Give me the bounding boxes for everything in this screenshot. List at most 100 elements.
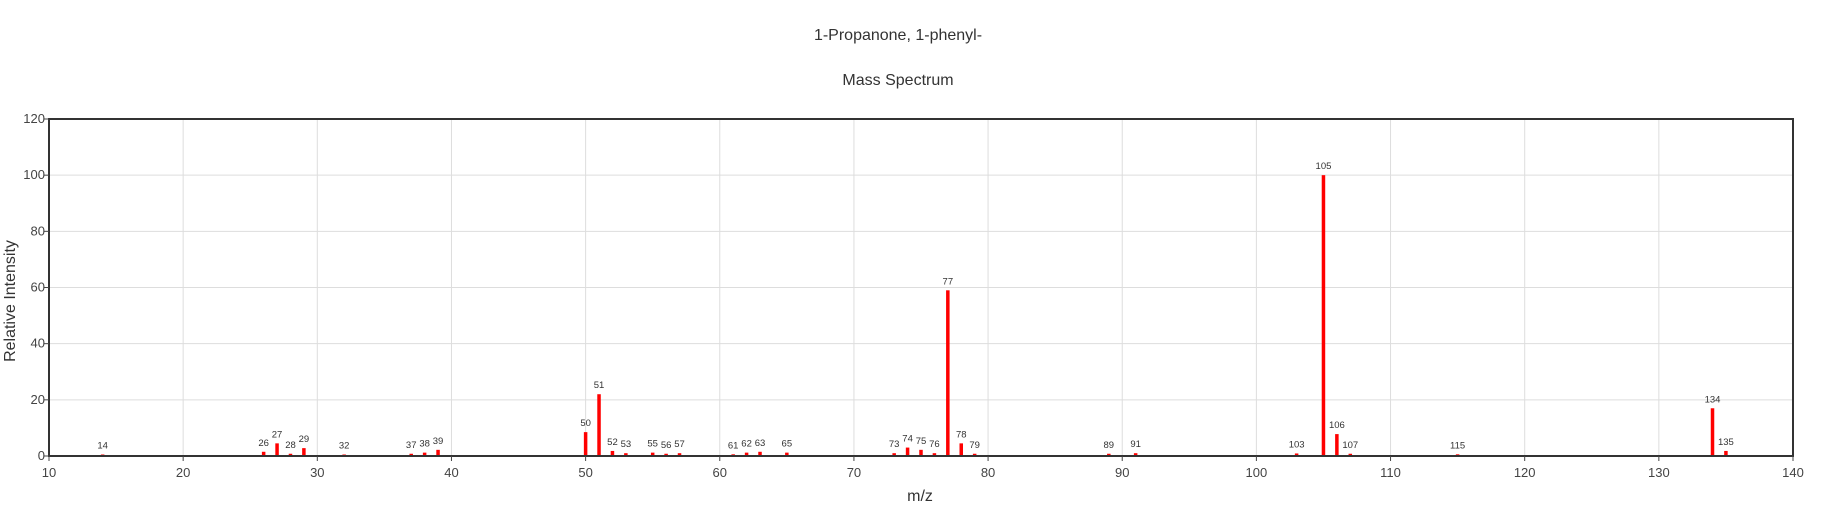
peak-label-mz-63: 63 — [755, 438, 766, 449]
peak-label-mz-26: 26 — [258, 438, 269, 449]
y-tick-label: 0 — [38, 448, 45, 463]
y-tick-label: 20 — [31, 392, 45, 407]
peak-bar-mz-39[interactable] — [436, 449, 440, 456]
peak-label-mz-29: 29 — [299, 434, 310, 445]
chart-subtitle: Mass Spectrum — [842, 72, 953, 89]
x-tick-label: 20 — [176, 465, 190, 480]
y-tick-label: 40 — [31, 336, 45, 351]
peak-label-mz-103: 103 — [1289, 439, 1305, 450]
peak-label-mz-27: 27 — [272, 429, 283, 440]
peak-bar-mz-75[interactable] — [919, 449, 923, 456]
x-tick-label: 100 — [1246, 465, 1268, 480]
x-axis-title: m/z — [907, 488, 933, 505]
y-tick-label: 80 — [31, 223, 45, 238]
y-axis: 0 20 40 60 80 100 120 — [23, 111, 49, 463]
peak-label-mz-73: 73 — [889, 439, 900, 450]
peak-bar-mz-77[interactable] — [946, 290, 950, 456]
x-tick-label: 90 — [1115, 465, 1129, 480]
peak-label-mz-76: 76 — [929, 439, 940, 450]
peak-label-mz-39: 39 — [433, 436, 444, 447]
x-tick-label: 110 — [1380, 465, 1401, 480]
x-tick-label: 60 — [713, 465, 727, 480]
peak-bar-mz-134[interactable] — [1710, 408, 1715, 456]
peak-bar-mz-55[interactable] — [650, 452, 655, 456]
x-tick-label: 70 — [847, 465, 861, 480]
peak-bar-mz-73[interactable] — [892, 453, 896, 456]
y-axis-title: Relative Intensity — [2, 240, 19, 362]
peak-label-mz-55: 55 — [647, 439, 658, 450]
peak-label-mz-135: 135 — [1718, 437, 1734, 448]
peak-label-mz-105: 105 — [1316, 161, 1332, 172]
x-tick-label: 120 — [1514, 465, 1536, 480]
peak-bar-mz-57[interactable] — [677, 453, 682, 456]
grid-layer — [48, 118, 1794, 457]
peaks-layer — [100, 175, 1728, 456]
peak-label-mz-134: 134 — [1705, 394, 1721, 405]
peak-bar-mz-28[interactable] — [288, 453, 293, 456]
peak-bar-mz-106[interactable] — [1335, 434, 1339, 456]
peak-bar-mz-107[interactable] — [1348, 453, 1353, 456]
peak-label-mz-79: 79 — [969, 440, 980, 451]
peak-bar-mz-27[interactable] — [275, 443, 279, 456]
y-tick-label: 120 — [23, 111, 45, 126]
peak-label-mz-52: 52 — [607, 437, 618, 448]
peak-label-mz-107: 107 — [1342, 440, 1358, 451]
peak-bar-mz-50[interactable] — [583, 432, 588, 456]
peak-label-mz-106: 106 — [1329, 420, 1345, 431]
peak-bar-mz-56[interactable] — [664, 453, 668, 456]
peak-bar-mz-79[interactable] — [972, 453, 977, 456]
peak-bar-mz-26[interactable] — [261, 451, 266, 456]
peak-label-mz-62: 62 — [741, 439, 752, 450]
y-tick-label: 60 — [31, 280, 45, 295]
x-tick-label: 130 — [1648, 465, 1670, 480]
x-tick-label: 80 — [981, 465, 995, 480]
peak-label-mz-78: 78 — [956, 429, 967, 440]
peak-bar-mz-89[interactable] — [1107, 453, 1111, 456]
peak-label-mz-77: 77 — [943, 276, 954, 287]
x-axis: 10 20 30 40 50 60 70 80 90 100 110 120 130 140 — [42, 456, 1804, 480]
peak-label-mz-14: 14 — [97, 441, 108, 452]
x-tick-label: 10 — [42, 465, 56, 480]
peak-bar-mz-74[interactable] — [905, 447, 910, 456]
x-tick-label: 30 — [310, 465, 324, 480]
y-tick-label: 100 — [23, 167, 45, 182]
peak-label-mz-65: 65 — [782, 439, 793, 450]
peak-bar-mz-78[interactable] — [959, 443, 963, 456]
peak-bar-mz-37[interactable] — [409, 453, 413, 456]
peak-bar-mz-53[interactable] — [624, 453, 628, 456]
peak-bar-mz-76[interactable] — [932, 453, 937, 456]
peak-label-mz-50: 50 — [580, 418, 591, 429]
peak-bar-mz-105[interactable] — [1321, 175, 1326, 456]
peak-label-mz-74: 74 — [902, 434, 913, 445]
peak-label-mz-89: 89 — [1104, 440, 1115, 451]
peak-bar-mz-62[interactable] — [744, 452, 749, 456]
chart-title: 1-Propanone, 1-phenyl- — [814, 27, 982, 44]
peak-bar-mz-135[interactable] — [1724, 450, 1728, 456]
peak-bar-mz-38[interactable] — [422, 452, 427, 456]
x-tick-label: 50 — [578, 465, 592, 480]
peak-label-mz-38: 38 — [419, 439, 430, 450]
peak-bar-mz-63[interactable] — [758, 451, 762, 456]
peak-bar-mz-65[interactable] — [785, 452, 789, 456]
peak-label-mz-56: 56 — [661, 440, 672, 451]
x-tick-label: 40 — [444, 465, 458, 480]
peak-label-mz-61: 61 — [728, 440, 739, 451]
peak-bar-mz-91[interactable] — [1133, 453, 1138, 456]
peak-bar-mz-51[interactable] — [597, 394, 601, 456]
peak-label-mz-115: 115 — [1450, 440, 1465, 451]
peak-label-mz-75: 75 — [916, 436, 927, 447]
x-tick-label: 140 — [1782, 465, 1804, 480]
peak-label-mz-57: 57 — [674, 439, 685, 450]
peak-label-mz-51: 51 — [594, 380, 605, 391]
peak-label-mz-28: 28 — [285, 440, 296, 451]
peak-label-mz-53: 53 — [621, 439, 632, 450]
peak-bar-mz-52[interactable] — [610, 450, 615, 456]
peak-bar-mz-103[interactable] — [1294, 453, 1299, 456]
peak-label-mz-37: 37 — [406, 440, 417, 451]
peak-label-mz-91: 91 — [1130, 439, 1141, 450]
peak-label-mz-32: 32 — [339, 441, 350, 452]
peak-bar-mz-29[interactable] — [302, 448, 306, 456]
